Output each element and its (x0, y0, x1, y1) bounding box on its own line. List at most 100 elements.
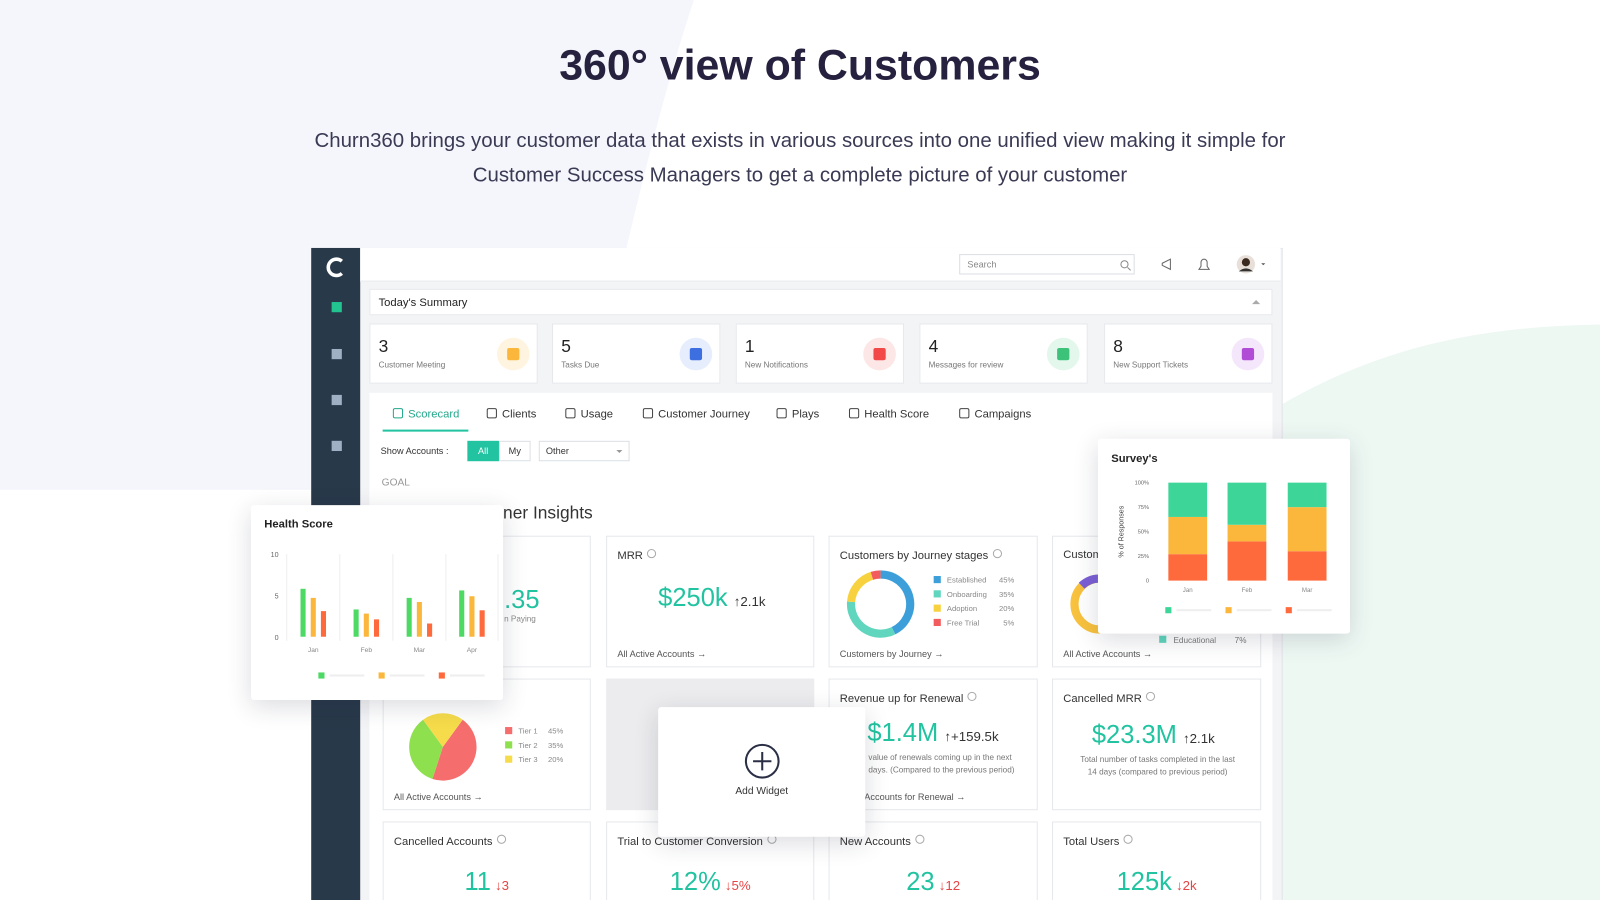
donut-segment (880, 570, 915, 635)
bar (363, 613, 369, 637)
summary-card: 5 Tasks Due (552, 323, 721, 384)
legend-bar (1176, 609, 1212, 612)
summary-card: 4 Messages for review (919, 323, 1088, 384)
summary-icon (863, 337, 896, 371)
filter-my[interactable]: My (498, 440, 531, 462)
change: ↑2.1k (733, 593, 766, 610)
bar-segment (1168, 554, 1208, 581)
note-line: 14 days (compared to previous period) (1087, 767, 1228, 777)
tab: Scorecard (392, 408, 460, 421)
tab-icon (959, 408, 970, 419)
title-text: New Accounts (839, 835, 911, 848)
x-tick-label: Feb (361, 647, 373, 654)
overlay-title: Survey's (1111, 453, 1158, 466)
summary-value: 5 (561, 336, 571, 357)
add-icon (744, 743, 780, 779)
y-tick-label: 100% (1135, 481, 1149, 487)
widget-value: .35 (504, 585, 540, 615)
filter-all[interactable]: All (467, 440, 499, 462)
legend-label: Established (947, 576, 987, 585)
summary-label: Messages for review (928, 360, 1004, 370)
filter-select[interactable]: Other (538, 440, 630, 462)
search-icon (1120, 260, 1131, 271)
bar-segment (1287, 551, 1327, 581)
overlay-title: Health Score (264, 518, 333, 531)
title-text: Cancelled Accounts (393, 835, 493, 848)
health-score-overlay: Health Score 0 5 10 Jan Feb Mar Apr (251, 505, 504, 700)
legend-label: Tier 3 (518, 755, 537, 764)
widget-title: MRR (617, 548, 657, 562)
legend-swatch (1285, 607, 1292, 614)
bar-segment (1168, 482, 1208, 517)
tab-label: Campaigns (974, 408, 1032, 421)
icon-glyph (1241, 347, 1255, 361)
change: ↓3 (495, 877, 510, 893)
tab-icon (565, 408, 576, 419)
legend-value: 45% (548, 727, 563, 736)
legend-swatch (438, 672, 445, 679)
widget-note: Total number of tasks completed in the l… (1053, 754, 1262, 778)
summary-label: Tasks Due (561, 360, 600, 370)
widget-value: $23.3M ↑2.1k (1092, 720, 1215, 750)
topbar-icons[interactable] (1158, 255, 1280, 275)
tab: Clients (486, 408, 537, 421)
legend-value: 45% (999, 576, 1014, 585)
widget-link[interactable]: All Active Accounts → (617, 648, 707, 660)
summary-card: 1 New Notifications (735, 323, 905, 384)
widget-link[interactable]: All Active Accounts → (1063, 648, 1153, 660)
filter-label: Show Accounts : (380, 445, 449, 457)
bar-segment (1168, 516, 1208, 555)
add-widget-label: Add Widget (735, 785, 789, 797)
search-placeholder: Search (967, 259, 997, 270)
summary-bar[interactable]: Today's Summary (369, 288, 1273, 316)
value: $23.3M (1091, 720, 1177, 749)
x-tick-label: Feb (1242, 587, 1253, 594)
goal-label: GOAL (381, 477, 410, 489)
legend-swatch (505, 755, 513, 763)
bar (406, 597, 412, 637)
bar-segment (1227, 524, 1267, 542)
legend-value: 5% (1003, 619, 1014, 628)
legend-bar (1296, 609, 1332, 612)
tab-icon (642, 408, 654, 419)
change: ↓2k (1175, 877, 1197, 893)
section-title: ner Insights (503, 503, 593, 523)
legend-swatch (318, 672, 325, 679)
change: ↓12 (938, 877, 961, 893)
sidebar-icons (326, 257, 344, 452)
search-box[interactable]: Search (959, 254, 1135, 275)
summary-icon (1231, 337, 1265, 371)
legend-swatch (933, 618, 941, 627)
tab-label: Scorecard (408, 408, 460, 421)
bar-segment (1287, 507, 1327, 552)
tab: Customer Journey (642, 408, 750, 420)
widget-title: Cancelled Accounts (393, 834, 506, 848)
x-tick-label: Jan (1183, 587, 1193, 594)
bar (479, 610, 485, 637)
widget-link[interactable]: All Active Accounts → (393, 791, 483, 803)
summary-icon (679, 337, 713, 371)
legend-value: 35% (999, 590, 1014, 599)
info-icon (1123, 834, 1133, 844)
icon-glyph (1057, 347, 1070, 361)
widget-link[interactable]: Accounts for Renewal → (864, 791, 966, 803)
change: ↑2.1k (1183, 730, 1215, 746)
y-tick-label: 5 (275, 592, 279, 600)
legend-value: 20% (548, 755, 563, 764)
title-text: Trial to Customer Conversion (617, 835, 763, 848)
summary-label: New Notifications (744, 360, 808, 370)
add-widget-overlay[interactable]: Add Widget (658, 707, 866, 837)
tab-label: Clients (502, 408, 537, 421)
widget-title: Revenue up for Renewal (839, 691, 977, 706)
x-tick-label: Mar (1302, 587, 1313, 594)
legend-bar (329, 674, 365, 677)
summary-title: Today's Summary (378, 296, 468, 310)
value: 125k (1116, 867, 1172, 896)
widget-link[interactable]: Customers by Journey → (839, 648, 944, 660)
legend-swatch (505, 727, 513, 735)
widget: Cancelled MRR $23.3M ↑2.1k Total number o… (1052, 678, 1262, 811)
title-text: Revenue up for Renewal (839, 692, 964, 706)
legend-value: 7% (1234, 635, 1247, 645)
widget-title: Total Users (1063, 834, 1133, 848)
